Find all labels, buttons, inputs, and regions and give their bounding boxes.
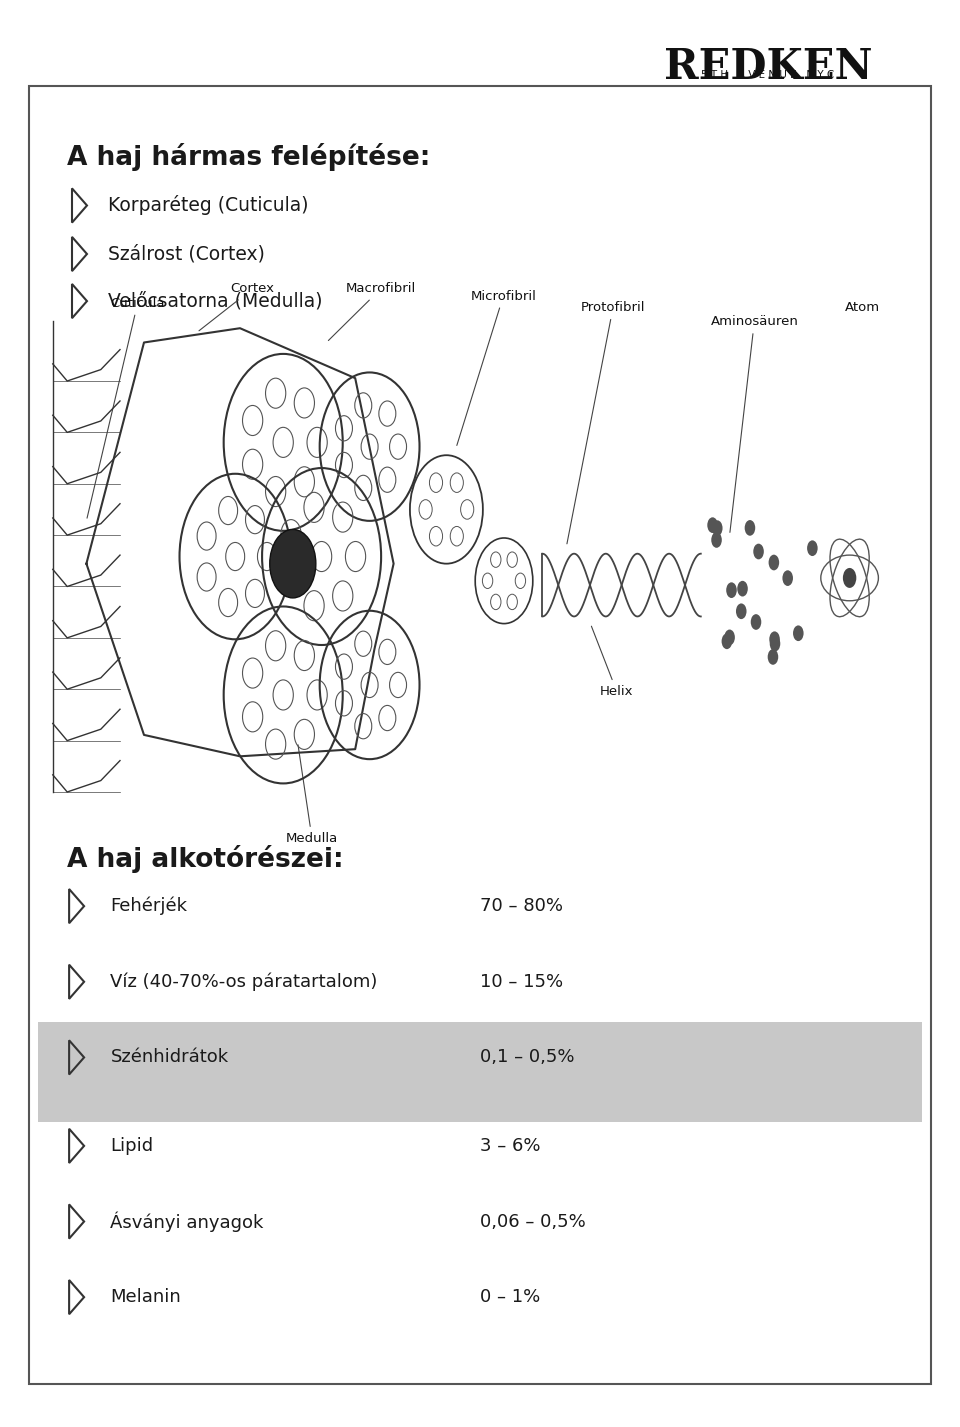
Text: A haj alkotórészei:: A haj alkotórészei: (67, 845, 344, 873)
Circle shape (807, 541, 818, 557)
Text: Cuticula: Cuticula (87, 297, 165, 518)
Text: 3 – 6%: 3 – 6% (480, 1137, 540, 1154)
Circle shape (708, 518, 718, 534)
Circle shape (726, 582, 736, 598)
Text: 10 – 15%: 10 – 15% (480, 973, 564, 990)
Text: 0,1 – 0,5%: 0,1 – 0,5% (480, 1049, 574, 1066)
Text: Velőcsatorna (Medulla): Velőcsatorna (Medulla) (108, 291, 323, 311)
Text: Helix: Helix (591, 626, 634, 698)
Circle shape (770, 636, 780, 652)
Circle shape (270, 529, 316, 598)
Circle shape (843, 568, 856, 588)
Text: Macrofibril: Macrofibril (328, 283, 416, 341)
Text: Lipid: Lipid (110, 1137, 154, 1154)
Text: A haj hármas felépítése:: A haj hármas felépítése: (67, 143, 431, 171)
Circle shape (736, 604, 747, 619)
Circle shape (751, 614, 761, 629)
Text: Szálrost (Cortex): Szálrost (Cortex) (108, 244, 265, 264)
Circle shape (737, 581, 748, 596)
Text: Víz (40-70%-os páratartalom): Víz (40-70%-os páratartalom) (110, 973, 378, 990)
Circle shape (769, 555, 780, 571)
Circle shape (768, 649, 779, 665)
Circle shape (782, 571, 793, 586)
Text: Cortex: Cortex (199, 283, 275, 331)
Text: Protofibril: Protofibril (567, 301, 645, 544)
Text: Melanin: Melanin (110, 1289, 181, 1306)
Circle shape (722, 634, 732, 649)
Circle shape (711, 532, 722, 548)
Text: REDKEN: REDKEN (663, 46, 873, 87)
Circle shape (754, 544, 764, 559)
Text: Aminosäuren: Aminosäuren (710, 315, 799, 532)
Text: 0 – 1%: 0 – 1% (480, 1289, 540, 1306)
Text: Ásványi anyagok: Ásványi anyagok (110, 1212, 264, 1232)
Circle shape (745, 519, 756, 535)
Text: 0,06 – 0,5%: 0,06 – 0,5% (480, 1213, 586, 1230)
Circle shape (793, 625, 804, 641)
Circle shape (712, 521, 723, 537)
FancyBboxPatch shape (38, 1022, 922, 1122)
Text: Atom: Atom (845, 301, 880, 314)
Text: Szénhidrátok: Szénhidrátok (110, 1049, 228, 1066)
Circle shape (725, 629, 735, 645)
FancyBboxPatch shape (38, 1022, 922, 1093)
Circle shape (769, 631, 780, 646)
Text: 5 T H   A V E N U E   N Y C: 5 T H A V E N U E N Y C (702, 70, 834, 80)
Text: Fehérjék: Fehérjék (110, 898, 187, 915)
Text: Microfibril: Microfibril (457, 290, 537, 445)
Text: 70 – 80%: 70 – 80% (480, 898, 563, 915)
Text: Korparéteg (Cuticula): Korparéteg (Cuticula) (108, 195, 309, 215)
Text: Medulla: Medulla (286, 745, 338, 845)
